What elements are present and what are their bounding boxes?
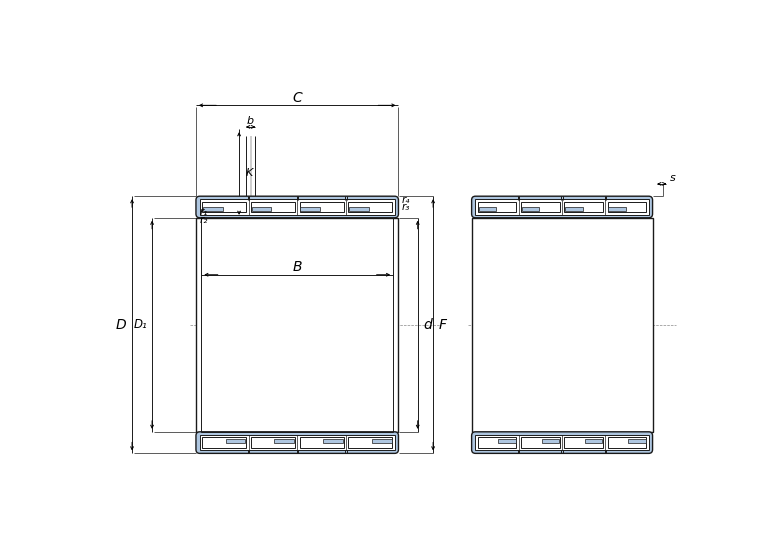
Bar: [478, 202, 516, 212]
FancyBboxPatch shape: [196, 432, 399, 453]
Bar: [498, 439, 515, 442]
Text: d: d: [423, 318, 432, 332]
Bar: [274, 439, 294, 442]
Bar: [348, 437, 393, 448]
Text: D: D: [115, 318, 126, 332]
Bar: [608, 202, 647, 212]
Text: B: B: [292, 260, 302, 274]
Bar: [251, 437, 295, 448]
Bar: [202, 437, 246, 448]
Text: C: C: [292, 91, 302, 105]
Bar: [225, 439, 246, 442]
Bar: [479, 207, 496, 211]
Bar: [585, 439, 602, 442]
Bar: [300, 207, 320, 211]
Bar: [202, 202, 246, 212]
FancyBboxPatch shape: [472, 432, 652, 453]
Bar: [521, 202, 560, 212]
Text: K: K: [246, 168, 253, 178]
Bar: [348, 202, 393, 212]
Bar: [628, 439, 646, 442]
Bar: [349, 207, 369, 211]
FancyBboxPatch shape: [196, 196, 399, 218]
Bar: [252, 207, 271, 211]
Bar: [608, 207, 626, 211]
Bar: [522, 207, 540, 211]
Bar: [200, 199, 395, 214]
Bar: [521, 437, 560, 448]
Bar: [251, 202, 295, 212]
Bar: [565, 202, 603, 212]
Bar: [203, 207, 223, 211]
FancyBboxPatch shape: [472, 196, 652, 218]
Bar: [478, 437, 516, 448]
Text: D₁: D₁: [134, 318, 148, 331]
Text: r₄: r₄: [401, 195, 410, 205]
Bar: [300, 202, 343, 212]
Bar: [200, 435, 395, 450]
Text: r₁: r₁: [200, 207, 208, 217]
Bar: [472, 218, 652, 432]
Bar: [565, 437, 603, 448]
Bar: [323, 439, 343, 442]
Bar: [565, 207, 583, 211]
Text: r₃: r₃: [401, 202, 410, 212]
Bar: [300, 437, 343, 448]
Bar: [475, 199, 649, 214]
Bar: [196, 218, 399, 432]
Bar: [371, 439, 392, 442]
Text: s: s: [669, 173, 675, 183]
Text: b: b: [247, 116, 254, 126]
Bar: [608, 437, 647, 448]
Text: F: F: [439, 318, 447, 332]
Bar: [542, 439, 559, 442]
Text: r₂: r₂: [200, 215, 208, 225]
Bar: [475, 435, 649, 450]
